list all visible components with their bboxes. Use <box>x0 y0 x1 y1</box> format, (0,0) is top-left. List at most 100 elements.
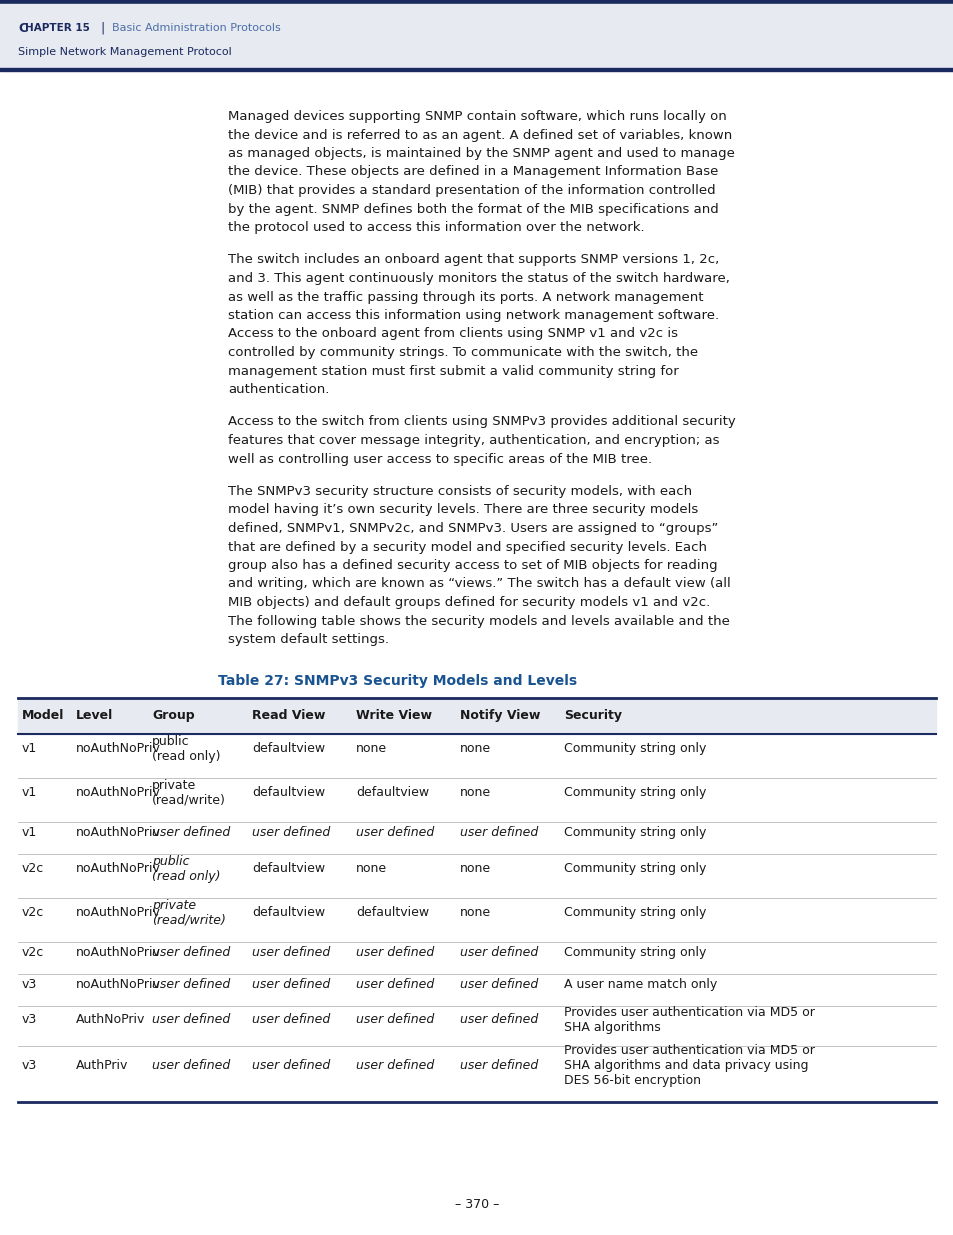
Text: – 370 –: – 370 – <box>455 1198 498 1212</box>
Text: Basic Administration Protocols: Basic Administration Protocols <box>112 23 280 33</box>
Text: Community string only: Community string only <box>563 862 705 876</box>
Text: v3: v3 <box>22 1058 37 1072</box>
Text: that are defined by a security model and specified security levels. Each: that are defined by a security model and… <box>228 541 706 553</box>
Text: group also has a defined security access to set of MIB objects for reading: group also has a defined security access… <box>228 559 717 572</box>
Text: the protocol used to access this information over the network.: the protocol used to access this informa… <box>228 221 644 233</box>
Text: noAuthNoPriv: noAuthNoPriv <box>76 978 161 992</box>
Text: authentication.: authentication. <box>228 383 329 396</box>
Text: The following table shows the security models and levels available and the: The following table shows the security m… <box>228 615 729 627</box>
Text: and writing, which are known as “views.” The switch has a default view (all: and writing, which are known as “views.”… <box>228 578 730 590</box>
Text: v2c: v2c <box>22 946 44 960</box>
Text: user defined: user defined <box>152 946 230 960</box>
Text: the device. These objects are defined in a Management Information Base: the device. These objects are defined in… <box>228 165 718 179</box>
Text: Table 27: SNMPv3 Security Models and Levels: Table 27: SNMPv3 Security Models and Lev… <box>218 673 577 688</box>
Text: public: public <box>152 735 190 748</box>
Text: Provides user authentication via MD5 or: Provides user authentication via MD5 or <box>563 1044 814 1057</box>
Text: user defined: user defined <box>355 1058 434 1072</box>
Text: user defined: user defined <box>152 1058 230 1072</box>
Text: station can access this information using network management software.: station can access this information usin… <box>228 309 719 322</box>
Text: v3: v3 <box>22 1013 37 1026</box>
Text: model having it’s own security levels. There are three security models: model having it’s own security levels. T… <box>228 504 698 516</box>
Text: noAuthNoPriv: noAuthNoPriv <box>76 787 161 799</box>
Text: AuthNoPriv: AuthNoPriv <box>76 1013 145 1026</box>
Text: HAPTER 15: HAPTER 15 <box>25 23 90 33</box>
Text: user defined: user defined <box>252 978 330 992</box>
Text: v1: v1 <box>22 826 37 840</box>
Text: (MIB) that provides a standard presentation of the information controlled: (MIB) that provides a standard presentat… <box>228 184 715 198</box>
Text: user defined: user defined <box>152 826 230 840</box>
Text: v3: v3 <box>22 978 37 992</box>
Text: noAuthNoPriv: noAuthNoPriv <box>76 826 161 840</box>
Text: user defined: user defined <box>252 826 330 840</box>
Text: user defined: user defined <box>459 1058 537 1072</box>
Text: defined, SNMPv1, SNMPv2c, and SNMPv3. Users are assigned to “groups”: defined, SNMPv1, SNMPv2c, and SNMPv3. Us… <box>228 522 718 535</box>
Text: Model: Model <box>22 709 64 722</box>
Text: user defined: user defined <box>355 1013 434 1026</box>
Text: user defined: user defined <box>355 826 434 840</box>
Text: Notify View: Notify View <box>459 709 539 722</box>
Text: well as controlling user access to specific areas of the MIB tree.: well as controlling user access to speci… <box>228 452 652 466</box>
Text: private: private <box>152 899 196 911</box>
Text: none: none <box>355 742 387 756</box>
Text: Group: Group <box>152 709 194 722</box>
Text: A user name match only: A user name match only <box>563 978 717 992</box>
Text: Read View: Read View <box>252 709 325 722</box>
Text: user defined: user defined <box>252 1013 330 1026</box>
Text: Level: Level <box>76 709 113 722</box>
Text: as managed objects, is maintained by the SNMP agent and used to manage: as managed objects, is maintained by the… <box>228 147 734 161</box>
Text: noAuthNoPriv: noAuthNoPriv <box>76 862 161 876</box>
Text: noAuthNoPriv: noAuthNoPriv <box>76 742 161 756</box>
Text: user defined: user defined <box>459 1013 537 1026</box>
Text: |: | <box>100 21 104 35</box>
Text: DES 56-bit encryption: DES 56-bit encryption <box>563 1073 700 1087</box>
Text: noAuthNoPriv: noAuthNoPriv <box>76 906 161 919</box>
Text: user defined: user defined <box>459 946 537 960</box>
Text: by the agent. SNMP defines both the format of the MIB specifications and: by the agent. SNMP defines both the form… <box>228 203 718 215</box>
Text: (read/write): (read/write) <box>152 794 226 806</box>
Text: AuthPriv: AuthPriv <box>76 1058 129 1072</box>
Text: v1: v1 <box>22 787 37 799</box>
Text: none: none <box>459 862 491 876</box>
Text: Community string only: Community string only <box>563 742 705 756</box>
Text: v2c: v2c <box>22 906 44 919</box>
Text: Access to the switch from clients using SNMPv3 provides additional security: Access to the switch from clients using … <box>228 415 735 429</box>
Text: user defined: user defined <box>252 946 330 960</box>
Text: SHA algorithms and data privacy using: SHA algorithms and data privacy using <box>563 1058 807 1072</box>
Text: and 3. This agent continuously monitors the status of the switch hardware,: and 3. This agent continuously monitors … <box>228 272 729 285</box>
Text: defaultview: defaultview <box>355 787 429 799</box>
Text: Security: Security <box>563 709 621 722</box>
Text: (read only): (read only) <box>152 869 220 883</box>
Text: user defined: user defined <box>152 978 230 992</box>
Text: Community string only: Community string only <box>563 946 705 960</box>
Text: controlled by community strings. To communicate with the switch, the: controlled by community strings. To comm… <box>228 346 698 359</box>
Text: features that cover message integrity, authentication, and encryption; as: features that cover message integrity, a… <box>228 433 719 447</box>
Text: none: none <box>459 787 491 799</box>
Text: user defined: user defined <box>355 978 434 992</box>
Text: user defined: user defined <box>459 826 537 840</box>
Text: (read only): (read only) <box>152 750 220 763</box>
Text: Provides user authentication via MD5 or: Provides user authentication via MD5 or <box>563 1005 814 1019</box>
Text: user defined: user defined <box>152 1013 230 1026</box>
Text: Community string only: Community string only <box>563 826 705 840</box>
Text: user defined: user defined <box>459 978 537 992</box>
Text: user defined: user defined <box>355 946 434 960</box>
Text: Managed devices supporting SNMP contain software, which runs locally on: Managed devices supporting SNMP contain … <box>228 110 726 124</box>
Text: Community string only: Community string only <box>563 787 705 799</box>
Text: defaultview: defaultview <box>355 906 429 919</box>
Text: none: none <box>355 862 387 876</box>
Text: v2c: v2c <box>22 862 44 876</box>
Text: Community string only: Community string only <box>563 906 705 919</box>
Text: system default settings.: system default settings. <box>228 634 389 646</box>
Text: Simple Network Management Protocol: Simple Network Management Protocol <box>18 47 232 57</box>
Text: the device and is referred to as an agent. A defined set of variables, known: the device and is referred to as an agen… <box>228 128 732 142</box>
Text: defaultview: defaultview <box>252 787 325 799</box>
Text: as well as the traffic passing through its ports. A network management: as well as the traffic passing through i… <box>228 290 702 304</box>
Text: v1: v1 <box>22 742 37 756</box>
Text: Access to the onboard agent from clients using SNMP v1 and v2c is: Access to the onboard agent from clients… <box>228 327 678 341</box>
Text: defaultview: defaultview <box>252 862 325 876</box>
Text: none: none <box>459 742 491 756</box>
Text: The SNMPv3 security structure consists of security models, with each: The SNMPv3 security structure consists o… <box>228 485 691 498</box>
Text: The switch includes an onboard agent that supports SNMP versions 1, 2c,: The switch includes an onboard agent tha… <box>228 253 719 267</box>
Text: none: none <box>459 906 491 919</box>
Text: user defined: user defined <box>252 1058 330 1072</box>
